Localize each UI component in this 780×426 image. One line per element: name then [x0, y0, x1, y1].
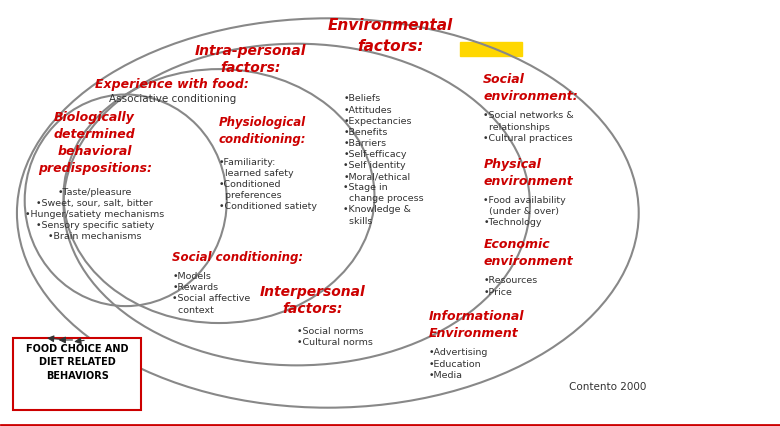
Text: conditioning:: conditioning:: [219, 132, 307, 146]
Text: Social conditioning:: Social conditioning:: [172, 251, 303, 264]
FancyBboxPatch shape: [13, 338, 141, 410]
Text: environment: environment: [484, 175, 573, 188]
Text: •Familiarity:
  learned safety
•Conditioned
  preferences
•Conditioned satiety: •Familiarity: learned safety •Conditione…: [219, 158, 317, 211]
Text: Environmental: Environmental: [328, 18, 452, 33]
Text: •Social networks &
  relationships
•Cultural practices: •Social networks & relationships •Cultur…: [484, 112, 574, 143]
Text: Social: Social: [484, 73, 525, 86]
Text: Contento 2000: Contento 2000: [569, 382, 646, 392]
Text: Economic: Economic: [484, 239, 550, 251]
Text: factors:: factors:: [282, 302, 342, 316]
Text: factors:: factors:: [220, 60, 280, 75]
Text: •Beliefs
•Attitudes
•Expectancies
•Benefits
•Barriers
•Self-efficacy
•Self ident: •Beliefs •Attitudes •Expectancies •Benef…: [343, 95, 424, 226]
Text: •Taste/pleasure
•Sweet, sour, salt, bitter
•Hunger/satiety mechanisms
•Sensory s: •Taste/pleasure •Sweet, sour, salt, bitt…: [25, 187, 165, 241]
Text: determined: determined: [54, 128, 136, 141]
Text: Intra-personal: Intra-personal: [194, 44, 306, 58]
Text: •Food availability
  (under & over)
•Technology: •Food availability (under & over) •Techn…: [484, 196, 566, 227]
Text: •Models
•Rewards
•Social affective
  context: •Models •Rewards •Social affective conte…: [172, 272, 250, 314]
Text: environment:: environment:: [484, 90, 578, 103]
Text: Associative conditioning: Associative conditioning: [108, 95, 236, 104]
Text: predispositions:: predispositions:: [37, 162, 151, 175]
Text: •Social norms
•Cultural norms: •Social norms •Cultural norms: [296, 327, 373, 347]
Text: behavioral: behavioral: [58, 145, 132, 158]
Text: environment: environment: [484, 255, 573, 268]
Text: Informational: Informational: [429, 311, 524, 323]
Text: factors:: factors:: [356, 40, 424, 55]
Text: Biologically: Biologically: [55, 112, 135, 124]
Text: Environment: Environment: [429, 327, 519, 340]
Text: Interpersonal: Interpersonal: [260, 285, 365, 299]
Text: •Advertising
•Education
•Media: •Advertising •Education •Media: [429, 348, 488, 380]
Text: Physiological: Physiological: [219, 115, 306, 129]
Text: Physical: Physical: [484, 158, 541, 171]
Text: FOOD CHOICE AND
DIET RELATED
BEHAVIORS: FOOD CHOICE AND DIET RELATED BEHAVIORS: [26, 344, 129, 380]
Text: •Resources
•Price: •Resources •Price: [484, 276, 537, 296]
Text: Experience with food:: Experience with food:: [95, 78, 250, 91]
FancyBboxPatch shape: [460, 42, 522, 56]
